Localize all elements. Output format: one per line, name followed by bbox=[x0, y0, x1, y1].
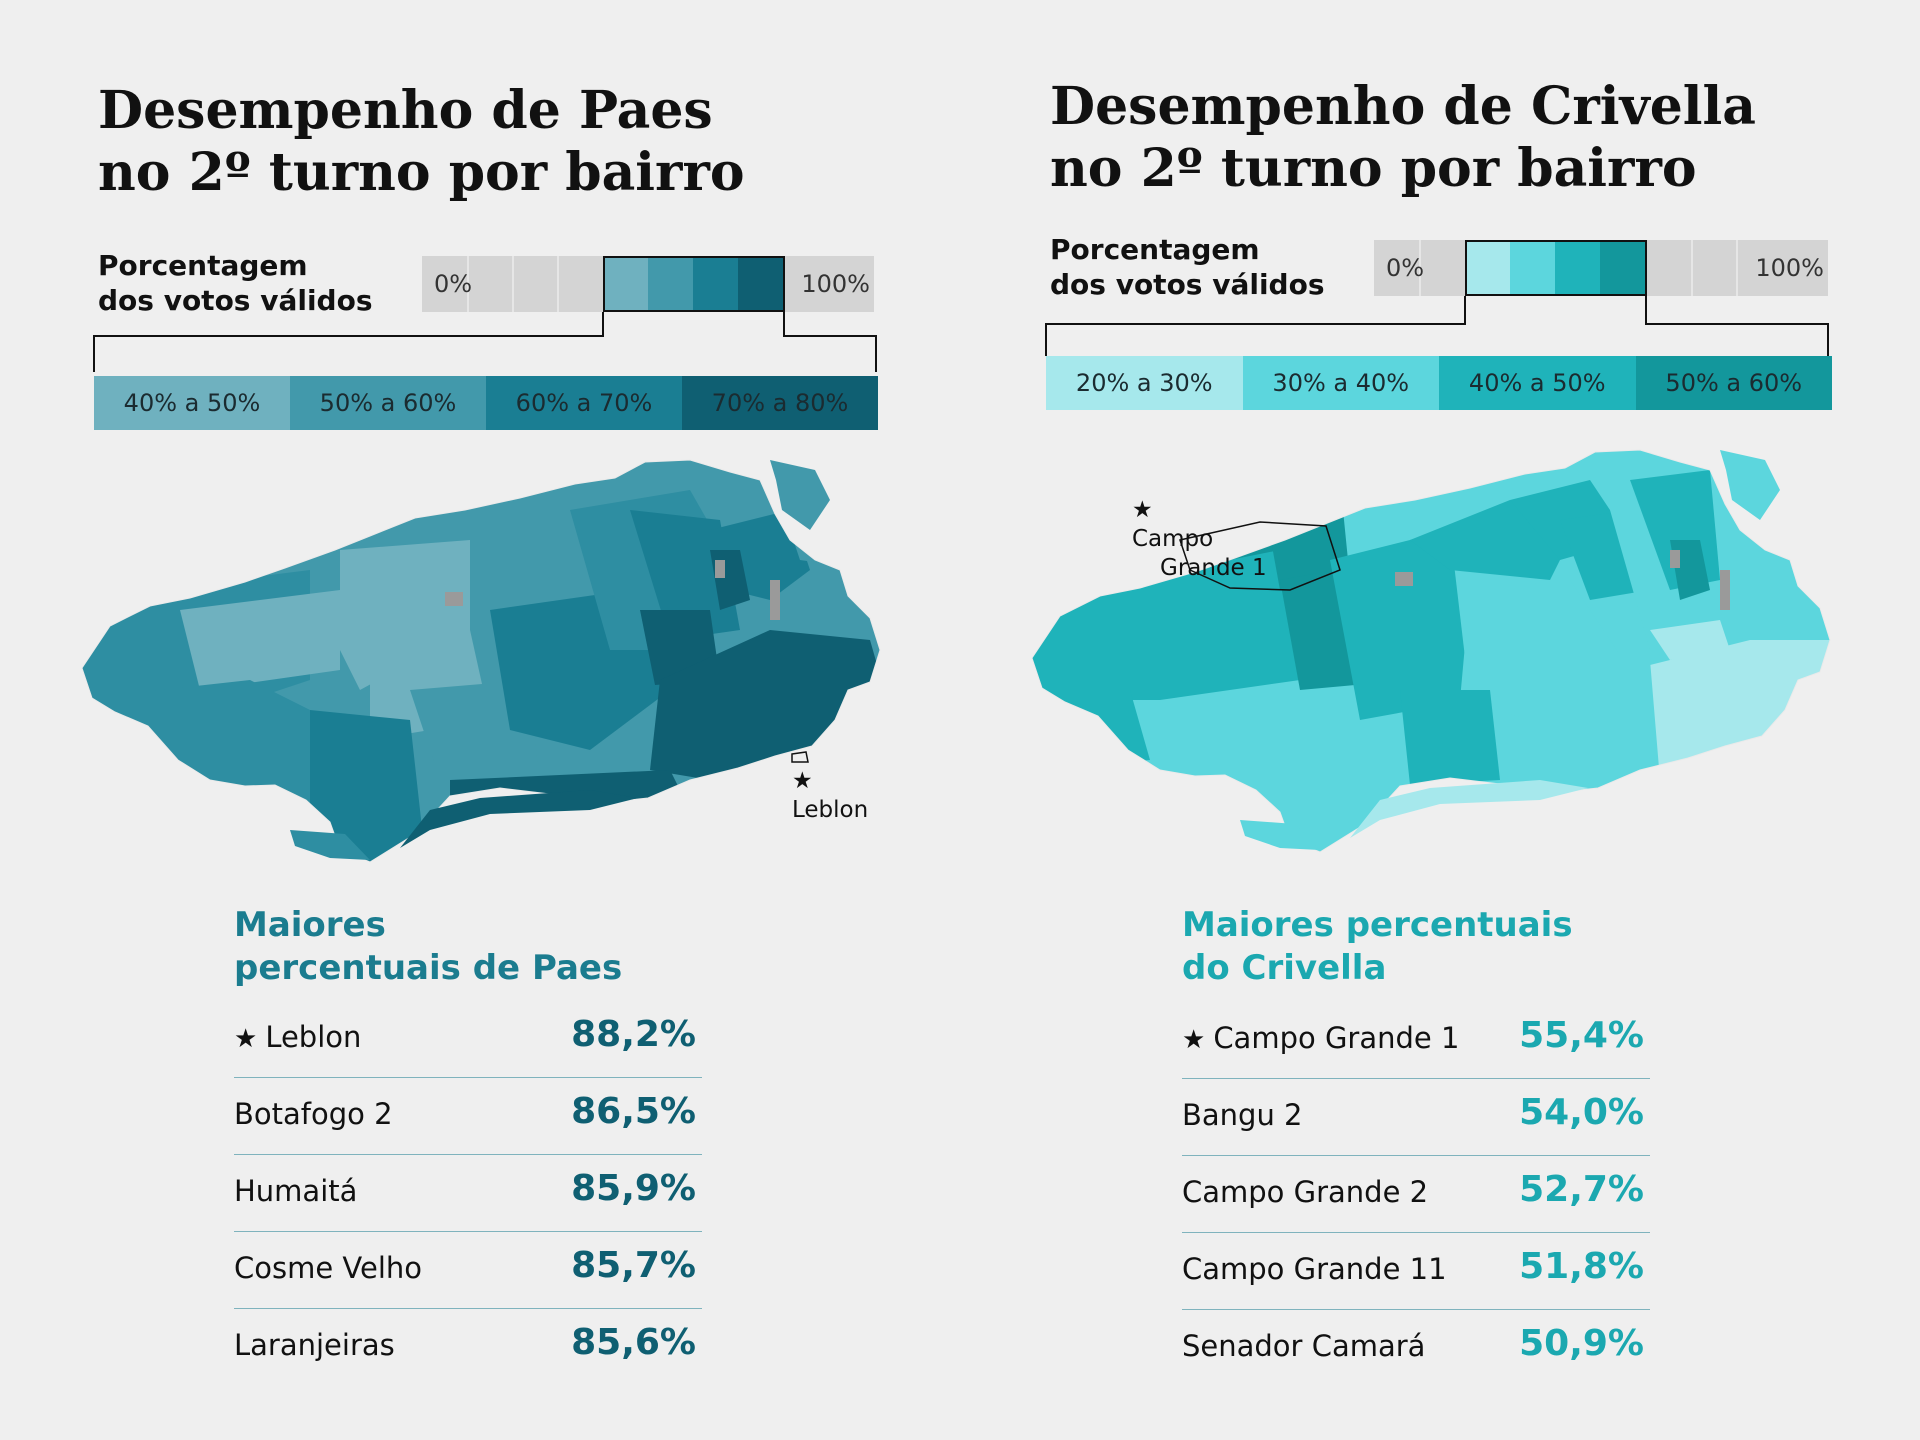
paes-scale-segment-40-50 bbox=[603, 256, 648, 312]
list-item: Laranjeiras 85,6% bbox=[234, 1309, 702, 1385]
crivella-ranking-title: Maiores percentuais do Crivella bbox=[1182, 904, 1573, 990]
crivella-class-1: 20% a 30% bbox=[1046, 356, 1243, 410]
ranking-name: Leblon bbox=[265, 1020, 362, 1054]
ranking-value: 50,9% bbox=[1519, 1323, 1644, 1364]
ranking-name: Campo Grande 11 bbox=[1182, 1252, 1447, 1286]
crivella-map-annotation-line-1: Campo bbox=[1132, 526, 1214, 552]
crivella-class-3: 40% a 50% bbox=[1439, 356, 1636, 410]
crivella-scale-segment-50-60 bbox=[1600, 240, 1645, 296]
paes-legend-label-line-1: Porcentagem bbox=[98, 249, 308, 282]
paes-ranking-title-line-2: percentuais de Paes bbox=[234, 948, 623, 988]
crivella-scale-segment-30-40 bbox=[1510, 240, 1555, 296]
crivella-legend-label-line-2: dos votos válidos bbox=[1050, 268, 1325, 301]
paes-percent-scale: 0% 100% bbox=[422, 256, 874, 312]
ranking-name: Laranjeiras bbox=[234, 1328, 395, 1362]
crivella-legend-label-line-1: Porcentagem bbox=[1050, 233, 1260, 266]
crivella-class-legend: 20% a 30% 30% a 40% 40% a 50% 50% a 60% bbox=[1046, 356, 1832, 410]
paes-title: Desempenho de Paes no 2º turno por bairr… bbox=[98, 80, 745, 204]
ranking-value: 88,2% bbox=[571, 1014, 696, 1055]
paes-map-annotation: ★ Leblon bbox=[792, 767, 868, 825]
ranking-name: Bangu 2 bbox=[1182, 1098, 1303, 1132]
list-item: ★ Leblon 88,2% bbox=[234, 1001, 702, 1078]
list-item: Cosme Velho 85,7% bbox=[234, 1232, 702, 1309]
list-item: ★ Campo Grande 1 55,4% bbox=[1182, 1002, 1650, 1079]
crivella-scale-segment-20-30 bbox=[1465, 240, 1510, 296]
crivella-title-line-2: no 2º turno por bairro bbox=[1050, 138, 1697, 199]
paes-ranking-list: ★ Leblon 88,2% Botafogo 2 86,5% Humaitá 8… bbox=[234, 1001, 702, 1385]
crivella-scale-segment-40-50 bbox=[1555, 240, 1600, 296]
list-item: Bangu 2 54,0% bbox=[1182, 1079, 1650, 1156]
crivella-ranking-list: ★ Campo Grande 1 55,4% Bangu 2 54,0% Camp… bbox=[1182, 1002, 1650, 1386]
list-item: Senador Camará 50,9% bbox=[1182, 1310, 1650, 1386]
list-item: Campo Grande 2 52,7% bbox=[1182, 1156, 1650, 1233]
crivella-map-annotation: ★ Campo Grande 1 bbox=[1132, 496, 1267, 583]
ranking-value: 55,4% bbox=[1519, 1015, 1644, 1056]
ranking-value: 86,5% bbox=[571, 1091, 696, 1132]
crivella-class-4: 50% a 60% bbox=[1635, 356, 1832, 410]
list-item: Humaitá 85,9% bbox=[234, 1155, 702, 1232]
paes-scale-highlight bbox=[603, 256, 785, 312]
crivella-ranking-title-line-1: Maiores percentuais bbox=[1182, 905, 1573, 945]
paes-scale-segment-50-60 bbox=[648, 256, 693, 312]
paes-title-line-2: no 2º turno por bairro bbox=[98, 142, 745, 203]
list-item: Campo Grande 11 51,8% bbox=[1182, 1233, 1650, 1310]
crivella-percent-scale: 0% 100% bbox=[1374, 240, 1828, 296]
paes-map-annotation-text: Leblon bbox=[792, 797, 869, 823]
ranking-value: 85,9% bbox=[571, 1168, 696, 1209]
paes-title-line-1: Desempenho de Paes bbox=[98, 80, 713, 141]
crivella-scale-min-label: 0% bbox=[1386, 254, 1425, 282]
paes-legend-bracket bbox=[93, 312, 877, 372]
paes-class-2: 50% a 60% bbox=[290, 376, 486, 430]
star-icon: ★ bbox=[234, 1024, 258, 1054]
crivella-panel: Desempenho de Crivella no 2º turno por b… bbox=[960, 0, 1920, 1440]
crivella-map-annotation-line-2: Grande 1 bbox=[1160, 555, 1267, 581]
paes-panel: Desempenho de Paes no 2º turno por bairr… bbox=[81, 80, 881, 1385]
paes-scale-segment-70-80 bbox=[738, 256, 783, 312]
crivella-scale-highlight bbox=[1465, 240, 1647, 296]
crivella-ranking-title-line-2: do Crivella bbox=[1182, 948, 1387, 988]
crivella-class-2: 30% a 40% bbox=[1242, 356, 1439, 410]
paes-ranking-title: Maiores percentuais de Paes bbox=[234, 904, 622, 990]
crivella-choropleth-map bbox=[1031, 449, 1831, 853]
ranking-value: 54,0% bbox=[1519, 1092, 1644, 1133]
ranking-value: 85,6% bbox=[571, 1322, 696, 1363]
crivella-legend-label: Porcentagem dos votos válidos bbox=[1050, 232, 1325, 302]
paes-scale-min-label: 0% bbox=[434, 270, 473, 298]
ranking-name: Botafogo 2 bbox=[234, 1097, 393, 1131]
paes-legend-label-line-2: dos votos válidos bbox=[98, 284, 373, 317]
paes-class-legend: 40% a 50% 50% a 60% 60% a 70% 70% a 80% bbox=[94, 376, 878, 430]
paes-scale-segment-60-70 bbox=[693, 256, 738, 312]
ranking-name: Humaitá bbox=[234, 1174, 358, 1208]
crivella-title-line-1: Desempenho de Crivella bbox=[1050, 76, 1756, 137]
paes-legend-label: Porcentagem dos votos válidos bbox=[98, 248, 373, 318]
paes-class-3: 60% a 70% bbox=[486, 376, 682, 430]
ranking-name: Campo Grande 1 bbox=[1213, 1021, 1460, 1055]
ranking-name: Senador Camará bbox=[1182, 1329, 1426, 1363]
ranking-value: 85,7% bbox=[571, 1245, 696, 1286]
ranking-value: 52,7% bbox=[1519, 1169, 1644, 1210]
paes-class-4: 70% a 80% bbox=[682, 376, 878, 430]
crivella-legend-bracket bbox=[1045, 296, 1829, 356]
paes-ranking-title-line-1: Maiores bbox=[234, 905, 386, 945]
crivella-title: Desempenho de Crivella no 2º turno por b… bbox=[1050, 76, 1756, 200]
paes-class-1: 40% a 50% bbox=[94, 376, 290, 430]
star-icon: ★ bbox=[792, 768, 813, 794]
ranking-name: Campo Grande 2 bbox=[1182, 1175, 1429, 1209]
crivella-scale-max-label: 100% bbox=[1755, 254, 1824, 282]
paes-choropleth-map bbox=[81, 459, 881, 863]
ranking-name: Cosme Velho bbox=[234, 1251, 423, 1285]
paes-scale-max-label: 100% bbox=[801, 270, 870, 298]
ranking-value: 51,8% bbox=[1519, 1246, 1644, 1287]
star-icon: ★ bbox=[1132, 497, 1153, 523]
star-icon: ★ bbox=[1182, 1025, 1206, 1055]
list-item: Botafogo 2 86,5% bbox=[234, 1078, 702, 1155]
